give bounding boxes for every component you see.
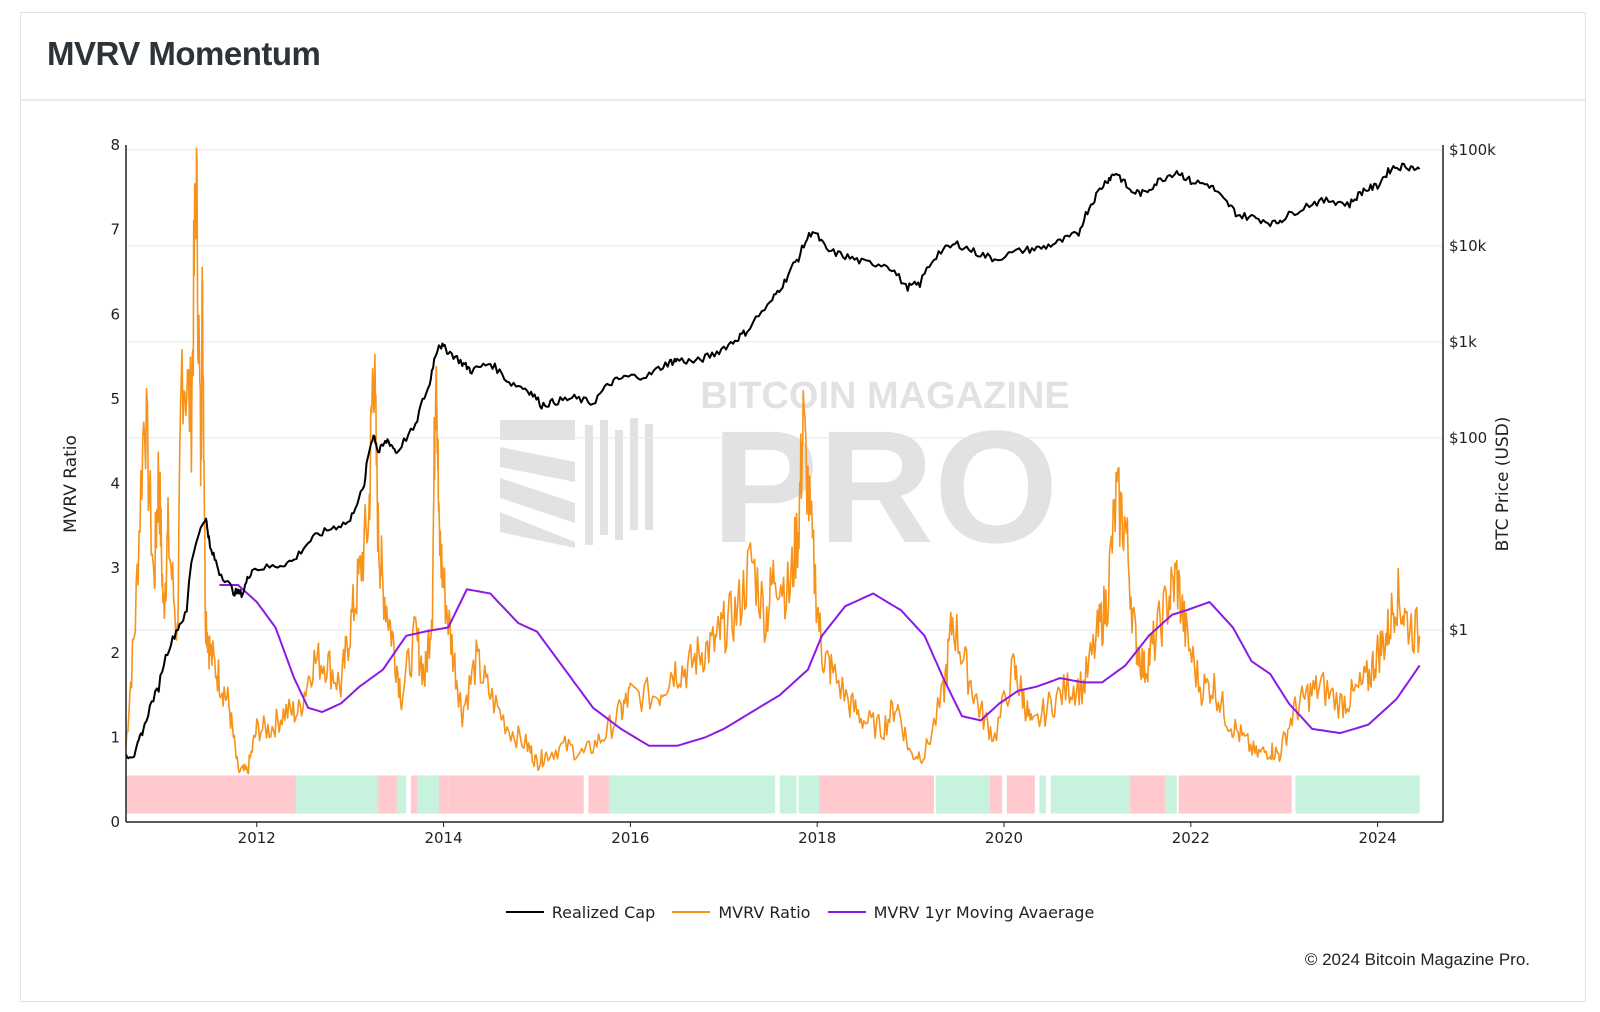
- y2-axis-title: BTC Price (USD): [1493, 417, 1513, 552]
- y-axis-title: MVRV Ratio: [61, 435, 81, 533]
- x-tick-label: 2014: [424, 829, 462, 847]
- series-realized-cap-line: [125, 162, 1421, 760]
- legend: Realized Cap MVRV Ratio MVRV 1yr Moving …: [0, 898, 1600, 922]
- band-segment-red: [126, 775, 296, 814]
- watermark-line1: BITCOIN MAGAZINE: [700, 375, 1069, 417]
- y-tick-label: 4: [110, 475, 120, 493]
- y-tick-label: 5: [110, 390, 120, 408]
- x-tick-label: 2016: [611, 829, 649, 847]
- band-segment-red: [448, 775, 584, 814]
- band-segment-green: [396, 775, 407, 814]
- x-tick-label: 2024: [1359, 829, 1397, 847]
- y-tick-label: 0: [110, 813, 120, 831]
- legend-item-mvrv-ma[interactable]: MVRV 1yr Moving Avaerage: [827, 902, 1095, 922]
- gridlines: [126, 149, 1443, 631]
- band-segment-green: [1039, 775, 1047, 814]
- legend-label-realized-cap: Realized Cap: [551, 902, 656, 922]
- x-tick-label: 2022: [1172, 829, 1210, 847]
- band-segment-red: [1178, 775, 1292, 814]
- band-segment-green: [295, 775, 379, 814]
- series-mvrv-ratio-line: [125, 147, 1421, 775]
- legend-label-mvrv-ma: MVRV 1yr Moving Avaerage: [873, 902, 1095, 922]
- band-segment-green: [1165, 775, 1177, 814]
- band-segment-red: [438, 775, 449, 814]
- copyright-credit: © 2024 Bitcoin Magazine Pro.: [1304, 950, 1530, 969]
- legend-item-mvrv-ratio[interactable]: MVRV Ratio: [672, 903, 810, 922]
- y2-tick-label: $1k: [1449, 333, 1477, 351]
- x-tick-label: 2018: [798, 829, 836, 847]
- y-tick-label: 8: [110, 136, 120, 154]
- band-segment-green: [1050, 775, 1131, 814]
- signal-bands: [126, 775, 1420, 814]
- legend-swatch-mvrv-ma: [827, 911, 866, 913]
- y2-tick-label: $100: [1449, 429, 1487, 447]
- legend-swatch-realized-cap: [505, 911, 544, 913]
- y2-tick-label: $100k: [1449, 141, 1496, 159]
- y2-tick-label: $1: [1449, 621, 1468, 639]
- x-tick-label: 2020: [985, 829, 1023, 847]
- band-segment-red: [1006, 775, 1019, 814]
- y2-tick-label: $10k: [1449, 237, 1487, 255]
- band-segment-green: [608, 775, 776, 814]
- band-segment-green: [417, 775, 439, 814]
- band-segment-green: [1295, 775, 1420, 814]
- card-header: MVRV Momentum: [21, 13, 1585, 101]
- axes: 0 1 2 3 4 5 6 7 8 $1 $100 $1k $10k $100k 2012 2014 2016 2…: [110, 136, 1496, 847]
- watermark-logo: BITCOIN MAGAZINE PRO: [500, 375, 1070, 576]
- y-tick-label: 1: [110, 728, 120, 746]
- x-tick-label: 2012: [238, 829, 276, 847]
- band-segment-green: [779, 775, 797, 814]
- band-segment-green: [798, 775, 820, 814]
- band-segment-red: [410, 775, 418, 814]
- y-tick-label: 7: [110, 221, 120, 239]
- watermark-line2: PRO: [712, 397, 1059, 576]
- series-lines: [125, 147, 1421, 775]
- legend-item-realized-cap[interactable]: Realized Cap: [505, 902, 656, 922]
- page-title: MVRV Momentum: [47, 35, 321, 72]
- legend-swatch-mvrv-ratio: [672, 911, 711, 913]
- chart-card: MVRV Momentum: [20, 12, 1586, 1002]
- band-segment-red: [588, 775, 609, 814]
- band-segment-green: [935, 775, 990, 814]
- y-tick-label: 3: [110, 559, 120, 577]
- legend-label-mvrv-ratio: MVRV Ratio: [718, 902, 811, 922]
- band-segment-red: [819, 775, 934, 814]
- series-mvrv-ma-line: [219, 584, 1421, 747]
- y-tick-label: 2: [110, 644, 120, 662]
- y-tick-label: 6: [110, 305, 120, 323]
- band-segment-red: [989, 775, 1003, 814]
- band-segment-red: [1018, 775, 1035, 814]
- band-segment-red: [378, 775, 397, 814]
- band-segment-red: [1130, 775, 1166, 814]
